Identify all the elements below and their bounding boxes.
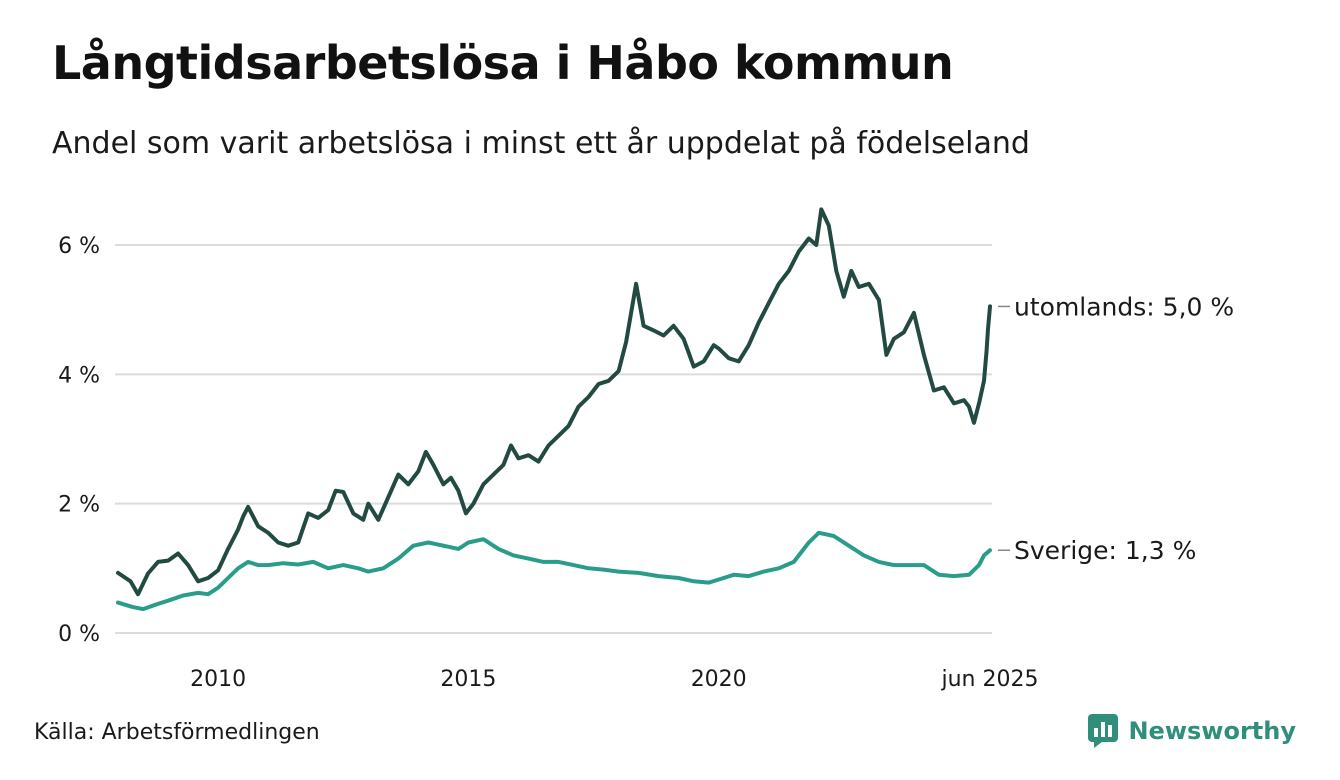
series-line-utomlands	[116, 207, 992, 597]
series-label-utomlands: utomlands: 5,0 %	[1014, 292, 1234, 321]
x-tick-label: 2015	[440, 667, 496, 692]
brand-name: Newsworthy	[1128, 717, 1296, 745]
series-line-sverige	[116, 530, 992, 612]
y-tick-label: 0 %	[58, 622, 100, 647]
brand-logo: Newsworthy	[1088, 714, 1296, 748]
series-label-sverige: Sverige: 1,3 %	[1014, 536, 1196, 565]
y-tick-label: 6 %	[58, 234, 100, 259]
series-end-labels: utomlands: 5,0 % Sverige: 1,3 %	[998, 292, 1234, 565]
x-tick-label: 2020	[691, 667, 747, 692]
chart-title: Långtidsarbetslösa i Håbo kommun	[52, 36, 954, 90]
source-note: Källa: Arbetsförmedlingen	[34, 720, 320, 745]
gridlines	[115, 244, 992, 634]
x-tick-label: jun 2025	[941, 667, 1039, 692]
x-axis-ticks: 2010 2015 2020 jun 2025	[190, 667, 1038, 692]
y-tick-label: 2 %	[58, 493, 100, 518]
x-tick-label: 2010	[190, 667, 246, 692]
chart-subtitle: Andel som varit arbetslösa i minst ett å…	[52, 126, 1030, 161]
y-axis-ticks: 0 % 2 % 4 % 6 %	[58, 234, 100, 647]
line-chart: 0 % 2 % 4 % 6 % 2010 2015 2020 jun 2025 utomla…	[58, 207, 1234, 692]
series-lines	[116, 207, 992, 612]
bar-chart-chat-bubble-icon	[1088, 714, 1119, 748]
y-tick-label: 4 %	[58, 363, 100, 388]
